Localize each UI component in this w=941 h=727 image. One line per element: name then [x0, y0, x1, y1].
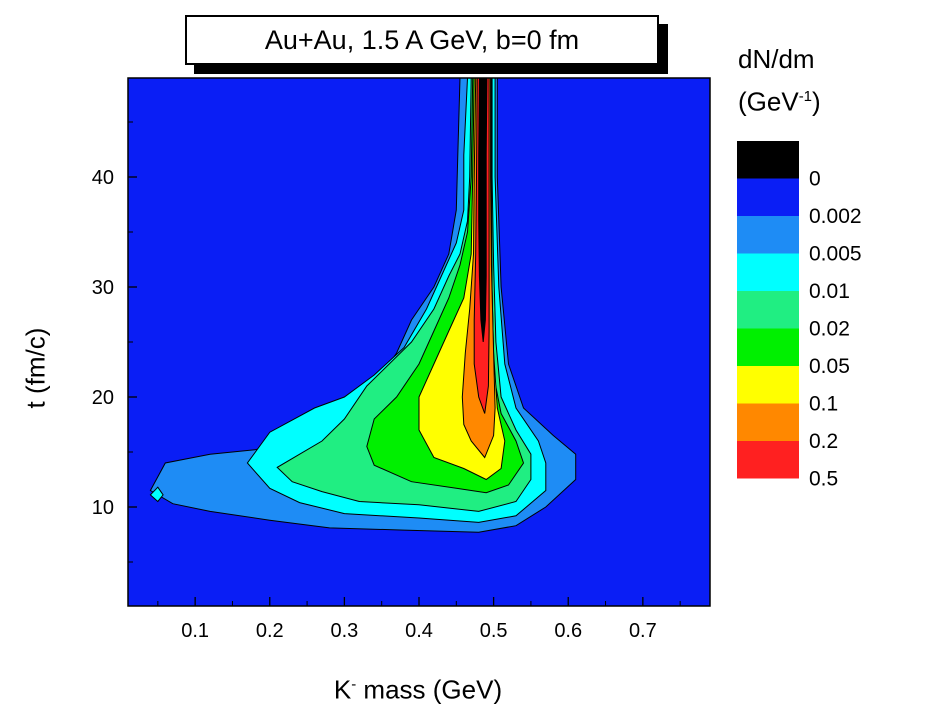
x-tick-label: 0.1	[181, 620, 209, 642]
x-tick-label: 0.5	[480, 620, 508, 642]
chart-title: Au+Au, 1.5 A GeV, b=0 fm	[264, 24, 580, 55]
colorbar-label: 0.01	[809, 280, 850, 303]
colorbar-swatch	[737, 216, 799, 254]
contour-island-0	[149, 486, 164, 503]
x-tick-label: 0.4	[405, 620, 433, 642]
colorbar-label: 0.02	[809, 318, 850, 341]
colorbar-label: 0.002	[809, 205, 862, 228]
x-tick-label: 0.3	[330, 620, 358, 642]
y-tick-label: 10	[92, 497, 114, 519]
axes: 0.1 0.2 0.3 0.4 0.5 0.6 0.7 10 20 30 40	[92, 121, 681, 642]
colorbar-swatch	[737, 328, 799, 366]
colorbar-label: 0.1	[809, 393, 838, 416]
colorbar-label: 0.5	[809, 468, 838, 491]
y-tick-label: 30	[92, 277, 114, 299]
colorbar-swatch	[737, 178, 799, 216]
plot-area	[127, 77, 711, 607]
colorbar-label: 0.2	[809, 430, 838, 453]
y-tick-label: 40	[92, 167, 114, 189]
colorbar-label: 0.05	[809, 355, 850, 378]
colorbar-title-line1: dN/dm	[738, 44, 815, 74]
colorbar-swatch	[737, 253, 799, 291]
colorbar: 0 0.002 0.005 0.01 0.02 0.05 0.1 0.2 0.5	[737, 141, 862, 491]
chart-title-box: Au+Au, 1.5 A GeV, b=0 fm	[185, 15, 659, 65]
x-tick-label: 0.2	[256, 620, 284, 642]
x-tick-label: 0.7	[629, 620, 657, 642]
colorbar-label: 0.005	[809, 243, 862, 266]
colorbar-swatch	[737, 366, 799, 404]
y-tick-label: 20	[92, 387, 114, 409]
colorbar-label: 0	[809, 168, 821, 191]
colorbar-swatch	[737, 141, 799, 179]
x-axis-label: K- mass (GeV)	[333, 674, 503, 705]
colorbar-swatch	[737, 291, 799, 329]
colorbar-title: dN/dm (GeV-1)	[738, 40, 821, 121]
colorbar-swatch	[737, 403, 799, 441]
x-tick-label: 0.6	[554, 620, 582, 642]
colorbar-swatch	[737, 441, 799, 479]
contour-region-1	[481, 78, 486, 332]
colorbar-title-line2: (GeV-1)	[738, 86, 821, 117]
